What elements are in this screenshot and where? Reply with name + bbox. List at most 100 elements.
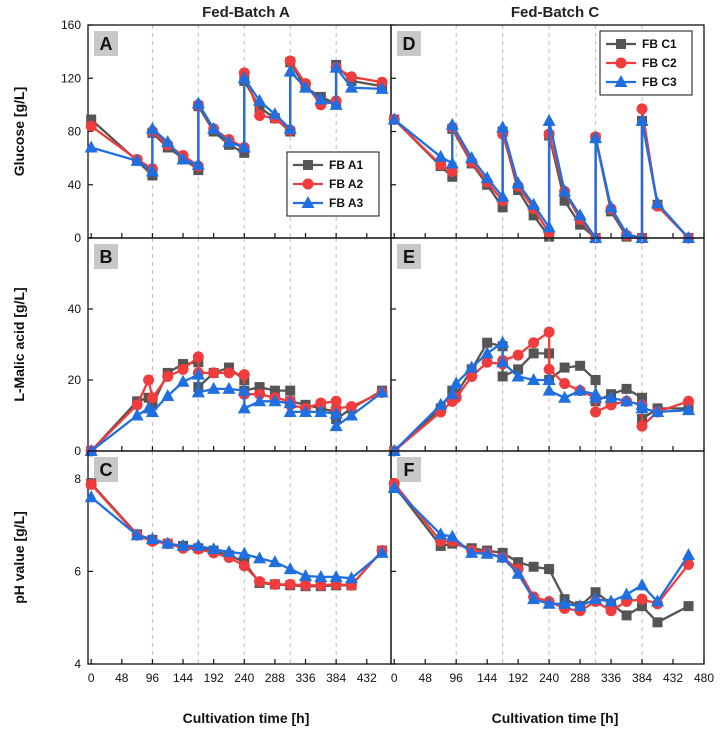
data-point [387,112,401,125]
data-point [543,326,555,338]
x-tick-label: 96 [450,671,464,685]
legend-swatch-marker [303,160,313,170]
data-point [329,406,343,419]
panel-f: 0 48 96 144 192 240 288 336 384 432 480 F [387,450,714,685]
data-point [635,113,649,126]
data-point [682,403,696,416]
data-point [268,555,282,568]
data-point [589,592,603,605]
x-axis-label-right: Cultivation time [h] [492,710,619,726]
data-point [511,176,525,189]
data-point [329,569,343,582]
data-point [284,578,296,590]
panel-letter: B [100,247,113,267]
data-point [465,151,479,164]
y-axis-label: L-Malic acid [g/L] [11,287,27,401]
data-point [191,385,205,398]
series-fb-a3 [84,490,389,584]
data-point [682,548,696,561]
data-point [86,114,97,125]
data-point [223,367,235,379]
data-point [558,390,572,403]
data-point [299,569,313,582]
panel-letter-box [397,457,421,482]
data-point [161,536,175,549]
data-point [238,369,250,381]
legend-swatch-marker [302,178,314,190]
data-point [283,562,297,575]
series-line [90,66,383,173]
data-point [590,375,601,385]
legend-swatch-marker [301,196,315,208]
data-point [145,121,159,134]
data-point [207,381,221,394]
data-point [237,71,251,84]
data-point [254,388,266,400]
y-tick-label: 0 [74,231,81,245]
data-point [651,594,665,607]
data-point [130,153,144,166]
y-tick-label: 6 [74,564,81,578]
data-point [542,596,556,609]
data-point [315,397,327,409]
data-point [329,97,343,110]
col-title-c: Fed-Batch C [511,4,600,21]
data-point [637,392,648,403]
data-point [237,383,251,396]
panel-letter-box [94,457,118,482]
y-tick-label: 20 [68,373,82,387]
data-point [497,202,508,213]
data-point [254,110,266,122]
data-point [161,388,175,401]
panel-e: E [387,237,705,457]
data-point [480,546,494,559]
legend-entry: FB A1 [329,158,364,172]
y-tick-label: 80 [68,125,82,139]
data-point [191,96,205,109]
y-tick-label: 160 [61,18,81,32]
data-point [573,599,587,612]
panel-letter: E [403,247,415,267]
data-point [635,401,649,414]
data-point [620,227,634,240]
panel-letter-box [397,244,421,269]
data-point [528,348,539,359]
data-point [465,360,479,373]
data-point [683,558,695,570]
data-point [253,394,267,407]
y-axis-label: pH value [g/L] [11,511,27,604]
data-point [299,404,313,417]
data-point [283,404,297,417]
data-point [84,490,98,503]
data-point [446,165,458,177]
data-point [589,131,603,144]
legend-entry: FB C1 [642,37,677,51]
data-point [222,544,236,557]
data-point [208,367,220,379]
data-point [635,231,649,243]
series-fb-c3 [387,335,696,456]
data-point [146,392,158,404]
legend-entry: FB A3 [329,196,364,210]
panel-letter-box [94,31,118,56]
data-point [131,399,143,411]
panel-letter: F [404,460,415,480]
x-axis-label-left: Cultivation time [h] [183,710,310,726]
data-point [496,550,510,563]
x-tick-label: 384 [326,671,346,685]
x-tick-label: 144 [173,671,193,685]
x-tick-label: 144 [477,671,497,685]
data-point [238,560,250,572]
data-point [481,356,493,368]
data-point [85,120,97,132]
data-point [207,542,221,555]
y-tick-label: 120 [61,71,81,85]
series-line [393,118,690,240]
data-point [299,80,313,93]
data-point [222,135,236,148]
data-point [375,385,389,398]
data-point [604,390,618,403]
series-fb-c3 [387,112,696,243]
data-point [254,102,265,113]
